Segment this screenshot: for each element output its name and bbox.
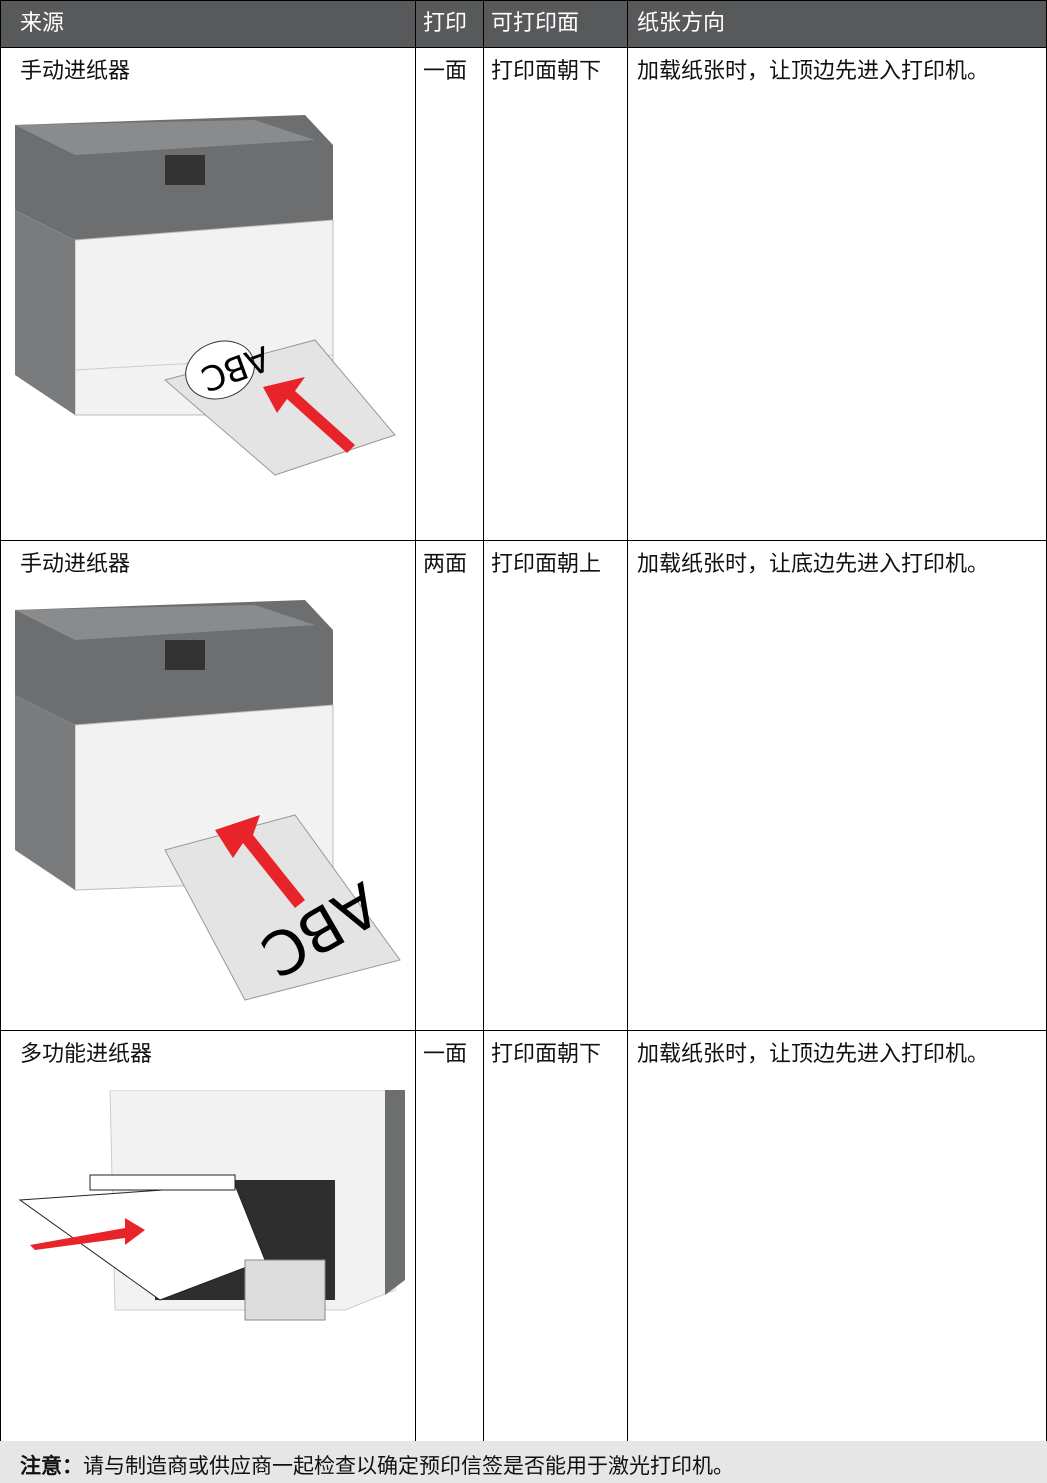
header-cell: 纸张方向	[627, 0, 1047, 47]
table-cell: 加载纸张时，让底边先进入打印机。	[637, 552, 990, 577]
table-cell: 多功能进纸器	[20, 1042, 153, 1067]
row-border	[0, 47, 1047, 48]
note-label: 注意：	[20, 1454, 83, 1478]
table-cell: 打印面朝上	[491, 552, 602, 577]
table-cell: 一面	[423, 1042, 468, 1067]
table-cell: 手动进纸器	[20, 552, 131, 577]
table-cell: 加载纸张时，让顶边先进入打印机。	[637, 1042, 990, 1067]
row-border	[0, 1030, 1047, 1031]
header-cell: 来源	[0, 0, 415, 47]
column-border	[415, 0, 416, 1441]
table-cell: 手动进纸器	[20, 59, 131, 84]
row-border	[0, 540, 1047, 541]
printer-illustration	[18, 1090, 405, 1321]
table-cell: 一面	[423, 59, 468, 84]
column-border	[483, 0, 484, 1441]
table-cell: 打印面朝下	[491, 1042, 602, 1067]
row-border	[0, 0, 1047, 1]
header-cell: 可打印面	[483, 0, 627, 47]
note: 注意：请与制造商或供应商一起检查以确定预印信签是否能用于激光打印机。	[0, 1441, 1047, 1483]
note-text: 请与制造商或供应商一起检查以确定预印信签是否能用于激光打印机。	[83, 1454, 734, 1478]
table-cell: 两面	[423, 552, 468, 577]
column-border	[627, 0, 628, 1441]
header-cell: 打印	[415, 0, 483, 47]
printer-illustration: ABC	[15, 600, 401, 1001]
table-cell: 加载纸张时，让顶边先进入打印机。	[637, 59, 990, 84]
table-cell: 打印面朝下	[491, 59, 602, 84]
column-border	[0, 0, 1, 1483]
printer-illustration: ABC	[15, 115, 396, 476]
